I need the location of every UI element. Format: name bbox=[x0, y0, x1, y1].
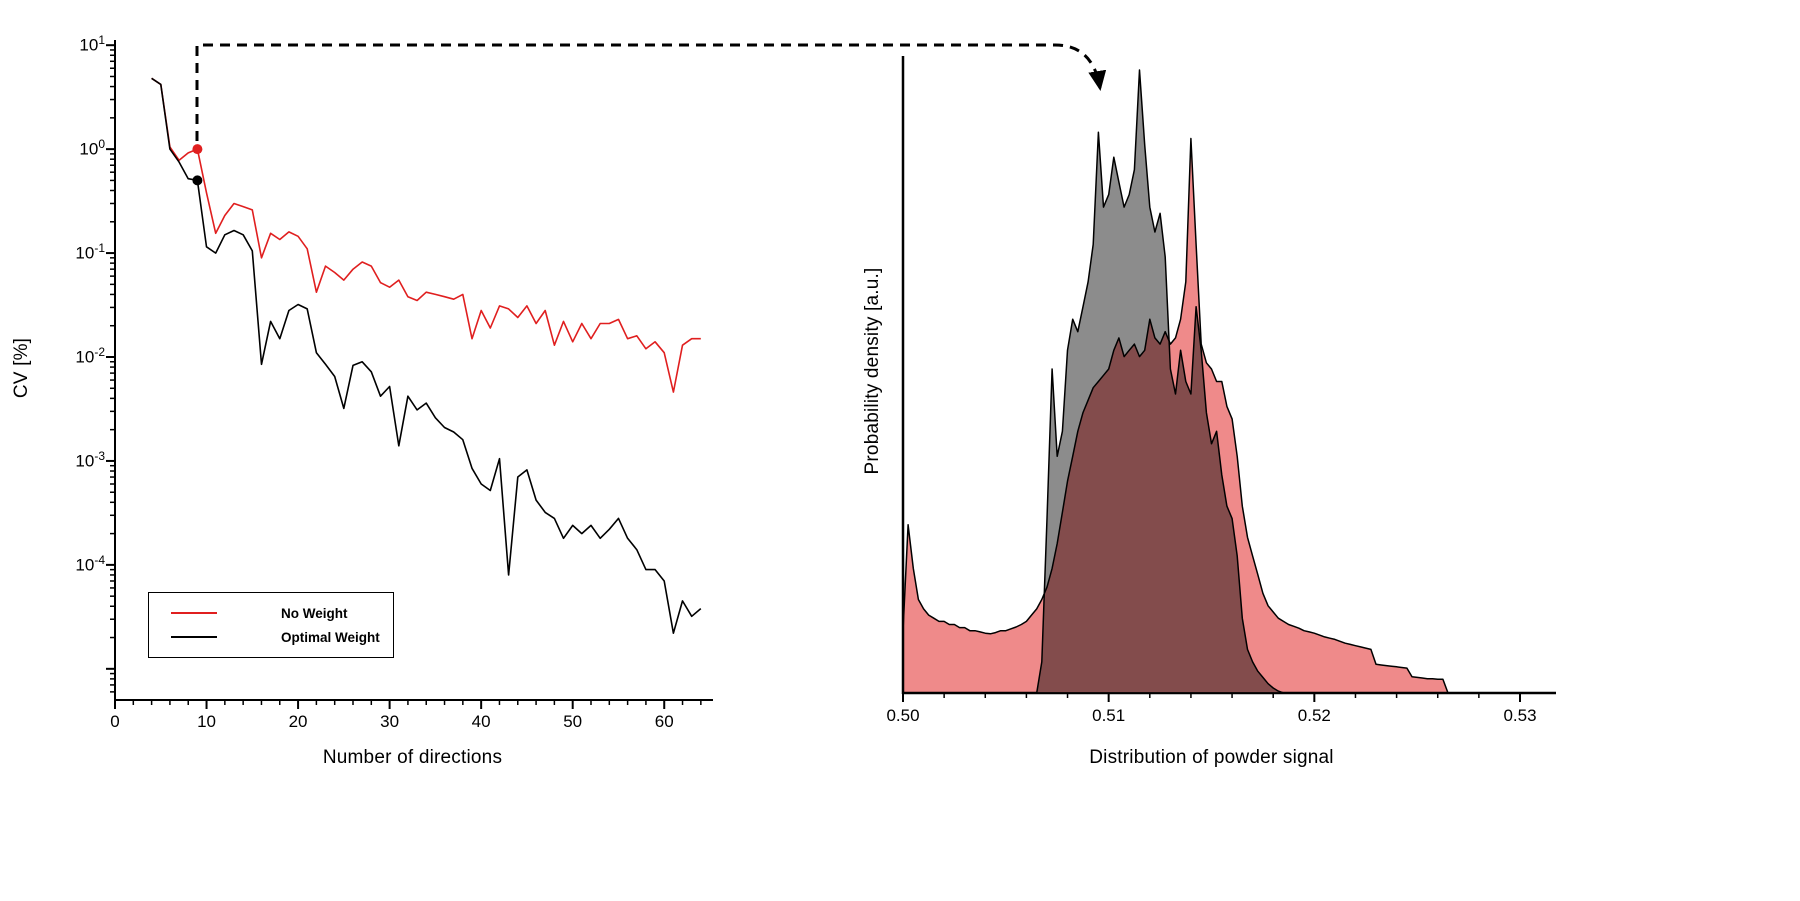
legend: No Weight Optimal Weight bbox=[148, 592, 394, 658]
y-tick-label: 101 bbox=[79, 33, 105, 55]
no-weight-density-area bbox=[902, 137, 1449, 694]
y-tick-label: 10-1 bbox=[75, 241, 105, 263]
marked-point bbox=[192, 175, 203, 186]
legend-item-optimal-weight: Optimal Weight bbox=[149, 630, 393, 645]
x-tick-label: 0.52 bbox=[1297, 706, 1331, 725]
optimal-weight-line bbox=[151, 77, 702, 634]
right-xaxis-title: Distribution of powder signal bbox=[1089, 747, 1334, 768]
x-tick-label: 50 bbox=[563, 712, 583, 731]
y-tick-label: 100 bbox=[79, 137, 105, 159]
x-tick-label: 0.50 bbox=[886, 706, 920, 725]
no-weight-line bbox=[151, 77, 701, 393]
x-tick-label: 60 bbox=[654, 712, 674, 731]
x-tick-label: 0.51 bbox=[1092, 706, 1126, 725]
no-weight-line-sample bbox=[171, 612, 217, 614]
x-tick-label: 10 bbox=[197, 712, 216, 731]
dashed-connector-path bbox=[195, 43, 1107, 141]
legend-label-no-weight: No Weight bbox=[281, 605, 348, 621]
legend-label-optimal-weight: Optimal Weight bbox=[281, 629, 380, 645]
left-xaxis-title: Number of directions bbox=[322, 747, 503, 768]
x-tick-label: 0 bbox=[110, 712, 120, 731]
y-tick-label: 10-2 bbox=[75, 345, 105, 367]
marked-point bbox=[192, 144, 203, 155]
x-tick-label: 30 bbox=[380, 712, 400, 731]
x-tick-label: 20 bbox=[288, 712, 308, 731]
optimal-weight-line-sample bbox=[171, 636, 217, 638]
legend-item-no-weight: No Weight bbox=[149, 606, 393, 621]
x-tick-label: 0.53 bbox=[1503, 706, 1537, 725]
y-tick-label: 10-3 bbox=[75, 448, 105, 471]
x-tick-label: 40 bbox=[471, 712, 491, 731]
y-tick-label: 10-4 bbox=[75, 552, 105, 575]
